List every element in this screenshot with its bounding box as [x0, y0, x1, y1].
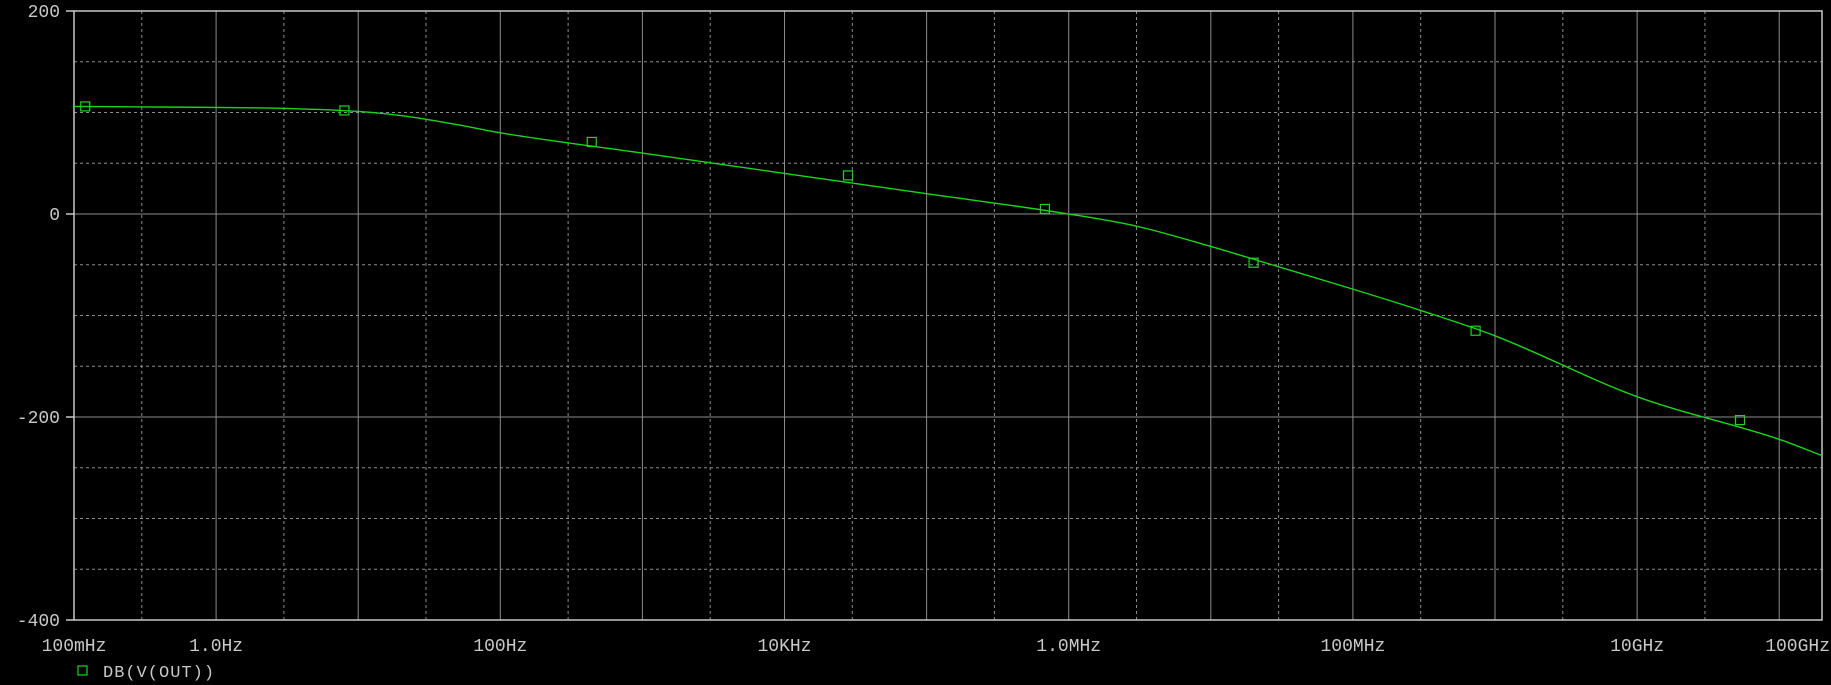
series-marker: [80, 101, 91, 112]
legend-marker-icon: [77, 665, 88, 676]
x-tick-label: 10KHz: [758, 637, 812, 657]
series-line-db-v-out: [73, 105, 1823, 457]
y-tick-label: 200: [28, 3, 60, 23]
x-tick-label: 1.0Hz: [189, 637, 243, 657]
series-marker: [586, 136, 597, 148]
x-tick-label: 100GHz: [1765, 637, 1830, 657]
y-tick-label: 0: [49, 206, 60, 226]
series-marker: [1039, 203, 1051, 215]
series-marker: [842, 170, 854, 181]
series-marker: [339, 105, 350, 116]
y-tick-label: -400: [17, 612, 60, 632]
x-tick-label: 100mHz: [42, 637, 107, 657]
plot-border: [73, 10, 1823, 621]
x-tick-labels: 100mHz 1.0Hz 100Hz 10KHz 1.0MHz 100MHz 10GHz 10…: [42, 637, 1830, 657]
y-tick-labels: 200 0 -200 -400: [17, 3, 74, 632]
x-tick-label: 10GHz: [1610, 637, 1664, 657]
x-tick-label: 1.0MHz: [1036, 637, 1101, 657]
legend: DB(V(OUT)): [77, 664, 215, 683]
x-tick-label: 100MHz: [1321, 637, 1386, 657]
grid: [74, 11, 1822, 620]
series-marker: [1248, 257, 1259, 268]
series-marker: [1470, 325, 1481, 336]
plot-frame: [73, 10, 1823, 621]
series-marker: [1734, 414, 1746, 426]
series-layer: [73, 101, 1823, 457]
legend-label: DB(V(OUT)): [103, 664, 215, 683]
x-tick-label: 100Hz: [473, 637, 527, 657]
y-tick-label: -200: [17, 409, 60, 429]
